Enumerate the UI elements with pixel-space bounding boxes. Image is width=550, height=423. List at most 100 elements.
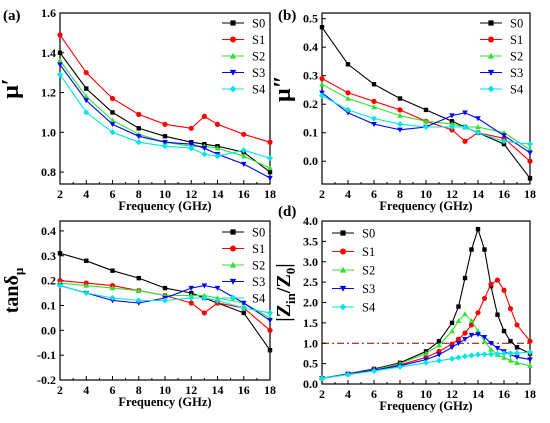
chart-panel-1: 2 4 6 8 10 12 14 16 18 0.8 1.0 1.2 1.4 1.6 Frequency (… — [0, 6, 276, 213]
x-tick-label: 2 — [57, 187, 63, 201]
series-S0 — [319, 25, 533, 181]
x-tick-label: 14 — [212, 383, 224, 397]
series-S0 — [57, 50, 273, 175]
marker-circle — [507, 306, 514, 312]
marker-triangle-down — [449, 113, 455, 119]
y-tick-label: 0.3 — [303, 69, 318, 83]
legend-label: S3 — [252, 275, 265, 289]
legend-entry: S2 — [480, 50, 523, 64]
marker-diamond — [449, 124, 455, 130]
y-tick-label: 0.8 — [41, 165, 56, 179]
marker-diamond — [423, 359, 429, 366]
y-tick-label: 0.0 — [303, 377, 318, 391]
x-tick-label: 18 — [524, 387, 536, 401]
y-tick-label: 0.1 — [303, 126, 318, 140]
marker-circle — [488, 36, 494, 43]
x-tick-label: 18 — [524, 187, 536, 201]
y-tick-label: 1.5 — [303, 316, 318, 330]
marker-diamond — [436, 357, 442, 364]
x-tick-label: 10 — [420, 387, 432, 401]
x-tick-label: 8 — [397, 187, 403, 201]
legend-label: S0 — [252, 226, 265, 240]
marker-triangle-up — [240, 153, 247, 159]
y-tick-label: 0.5 — [303, 12, 318, 26]
y-tick-label: 1.4 — [41, 46, 56, 60]
marker-circle — [188, 125, 194, 131]
marker-diamond — [201, 295, 208, 302]
marker-triangle-down — [527, 357, 533, 363]
marker-diamond — [83, 109, 90, 116]
marker-triangle-down — [83, 98, 90, 104]
marker-triangle-down — [109, 122, 116, 128]
chart-panel-2: 2 4 6 8 10 12 14 16 18 0.0 0.1 0.2 0.3 0.4 0.5 Frequenc… — [270, 8, 536, 213]
marker-circle — [455, 336, 462, 342]
y-axis-label-part: | — [273, 263, 295, 267]
marker-triangle-up — [455, 318, 462, 324]
marker-circle — [162, 121, 168, 127]
marker-triangle-down — [449, 345, 455, 351]
marker-circle — [488, 281, 494, 287]
series-S4 — [57, 71, 273, 162]
marker-circle — [109, 95, 116, 102]
marker-triangle-up — [345, 95, 351, 101]
legend-label: S2 — [362, 264, 375, 278]
marker-square — [110, 110, 115, 115]
marker-diamond — [501, 138, 507, 145]
marker-circle — [214, 121, 221, 127]
y-tick-label: -0.2 — [37, 373, 56, 387]
marker-triangle-down — [501, 133, 507, 139]
marker-diamond — [188, 145, 195, 152]
y-tick-label: 1.6 — [41, 6, 56, 20]
marker-square — [110, 268, 115, 273]
marker-diamond — [488, 351, 494, 358]
marker-square — [57, 50, 63, 55]
x-tick-label: 14 — [472, 187, 484, 201]
marker-triangle-up — [267, 165, 273, 171]
series-S1 — [57, 32, 273, 145]
marker-square — [482, 247, 487, 252]
marker-circle — [57, 32, 63, 38]
x-tick-label: 6 — [371, 387, 377, 401]
series-S3 — [319, 90, 533, 156]
marker-square — [241, 310, 246, 316]
marker-triangle-up — [514, 360, 520, 366]
x-tick-label: 2 — [57, 383, 63, 397]
marker-circle — [319, 75, 325, 82]
series-S2 — [57, 57, 273, 171]
marker-triangle-down — [487, 69, 495, 76]
marker-triangle-down — [267, 175, 273, 181]
marker-triangle-down — [214, 285, 221, 291]
x-tick-label: 8 — [397, 387, 403, 401]
marker-circle — [267, 327, 273, 333]
marker-diamond — [188, 295, 195, 302]
x-axis-label: Frequency (GHz) — [118, 199, 211, 213]
marker-diamond — [371, 367, 377, 374]
marker-circle — [475, 310, 481, 316]
marker-triangle-up — [436, 342, 442, 348]
marker-triangle-up — [449, 121, 455, 127]
marker-diamond — [345, 106, 351, 113]
x-tick-label: 12 — [185, 383, 197, 397]
x-tick-label: 12 — [185, 187, 197, 201]
x-tick-label: 6 — [110, 383, 116, 397]
legend-entry: S2 — [332, 264, 375, 278]
marker-triangle-up — [462, 311, 468, 317]
series-S4 — [57, 282, 273, 316]
legend-entry: S3 — [332, 282, 375, 296]
marker-square — [456, 304, 461, 309]
panel-label: (d) — [278, 204, 296, 220]
x-tick-label: 4 — [83, 383, 89, 397]
marker-diamond — [487, 85, 495, 93]
marker-diamond — [57, 282, 63, 289]
marker-triangle-down — [462, 110, 468, 116]
marker-circle — [201, 113, 207, 119]
marker-triangle-down — [162, 140, 168, 146]
marker-square — [230, 229, 236, 235]
legend-entry: S2 — [222, 50, 265, 64]
legend-label: S2 — [252, 259, 265, 273]
marker-triangle-up — [501, 354, 507, 360]
y-axis-label-part: /Z — [273, 274, 295, 294]
y-tick-label: 2.0 — [303, 296, 318, 310]
legend-label: S0 — [510, 17, 523, 31]
legend-entry: S1 — [332, 245, 375, 259]
